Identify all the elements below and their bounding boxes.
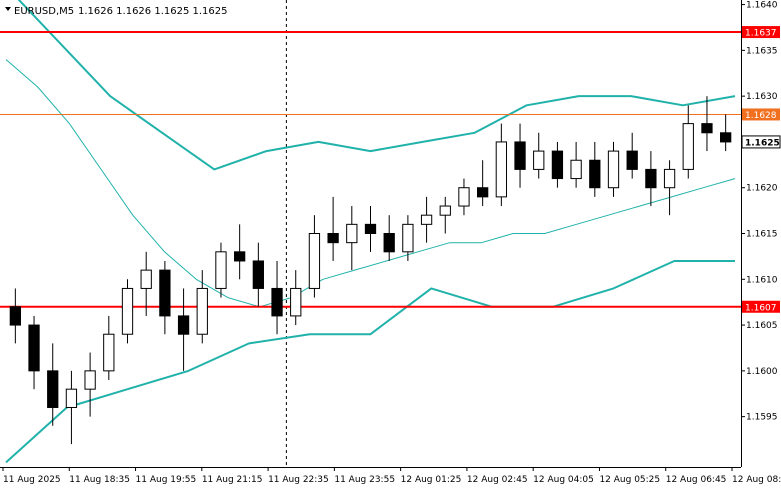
x-tick-label: 12 Aug 05:25 bbox=[599, 475, 660, 485]
y-tick-label: 1.1610 bbox=[746, 275, 778, 285]
candle-body bbox=[402, 223, 414, 253]
candle-body bbox=[65, 388, 78, 408]
candle-body bbox=[9, 306, 21, 326]
symbol-timeframe: EURUSD,M5 bbox=[14, 6, 74, 17]
x-tick-label: 12 Aug 01:25 bbox=[401, 475, 462, 485]
y-tick-label: 1.1615 bbox=[746, 230, 778, 240]
current-price-label: 1.1625 bbox=[745, 138, 780, 148]
candle-body bbox=[346, 223, 358, 244]
caret-down-icon[interactable] bbox=[5, 7, 11, 11]
candle-body bbox=[589, 159, 601, 189]
y-tick-label: 1.1640 bbox=[746, 1, 778, 11]
x-tick-label: 11 Aug 19:55 bbox=[136, 475, 197, 485]
y-tick-label: 1.1620 bbox=[746, 184, 778, 194]
candle-body bbox=[533, 150, 545, 170]
candle-body bbox=[215, 251, 227, 289]
y-tick-label: 1.1605 bbox=[746, 321, 778, 331]
candle-body bbox=[159, 269, 171, 317]
candle-body bbox=[551, 150, 564, 180]
candle-body bbox=[514, 141, 526, 170]
x-tick-label: 11 Aug 23:55 bbox=[334, 475, 395, 485]
price-axis: 1.1640 1.1635 1.1630 1.1620 1.1615 1.1610 1.16… bbox=[741, 1, 781, 423]
x-tick-label: 12 Aug 06:45 bbox=[666, 475, 727, 485]
current-price-tag bbox=[741, 135, 781, 149]
candle-body bbox=[177, 315, 190, 335]
candle-body bbox=[84, 370, 96, 390]
price-level-label: 1.1637 bbox=[745, 29, 777, 39]
candle-body bbox=[439, 205, 451, 216]
candle-body bbox=[121, 287, 134, 335]
price-level-tag bbox=[742, 26, 780, 39]
y-tick-label: 1.1630 bbox=[746, 92, 778, 102]
price-level-tag bbox=[742, 300, 780, 313]
y-tick-label: 1.1595 bbox=[746, 413, 778, 423]
candle-body bbox=[458, 187, 470, 207]
candle-body bbox=[607, 150, 620, 189]
candle-body bbox=[252, 260, 264, 289]
candle-body bbox=[645, 168, 657, 189]
time-axis: 11 Aug 2025 11 Aug 18:35 11 Aug 19:55 11 Au… bbox=[2, 467, 781, 485]
price-level-label: 1.1607 bbox=[745, 303, 777, 313]
price-level-label: 1.1628 bbox=[745, 111, 777, 121]
candle-body bbox=[663, 168, 676, 189]
y-tick-label: 1.1600 bbox=[746, 367, 778, 377]
x-tick-label: 11 Aug 21:15 bbox=[202, 475, 263, 485]
bollinger-lower-line bbox=[5, 260, 735, 464]
candle-body bbox=[271, 287, 283, 317]
candle-body bbox=[234, 251, 246, 262]
moving-average-line bbox=[5, 59, 736, 308]
candle-body bbox=[626, 150, 638, 170]
candle-body bbox=[47, 370, 59, 408]
candles bbox=[9, 96, 732, 445]
bollinger-upper-line bbox=[17, 0, 736, 171]
price-level-tag bbox=[742, 108, 780, 121]
x-tick-label: 11 Aug 22:35 bbox=[268, 475, 329, 485]
x-tick-label: 12 Aug 02:45 bbox=[467, 475, 528, 485]
candle-body bbox=[290, 287, 302, 317]
x-tick-label: 12 Aug 08:05 bbox=[732, 475, 781, 485]
candle-body bbox=[682, 123, 694, 170]
x-tick-label: 11 Aug 18:35 bbox=[69, 475, 130, 485]
candle-body bbox=[495, 141, 507, 198]
y-tick-label: 1.1635 bbox=[746, 46, 778, 56]
indicator-lines bbox=[5, 0, 736, 464]
chart-title: EURUSD,M5 1.1626 1.1626 1.1625 1.1625 bbox=[5, 6, 228, 17]
candle-body bbox=[327, 233, 339, 244]
candle-body bbox=[28, 324, 40, 372]
candle-body bbox=[140, 269, 152, 289]
candle-body bbox=[701, 123, 713, 134]
candle-body bbox=[308, 233, 321, 289]
candle-body bbox=[196, 287, 208, 335]
candle-body bbox=[383, 233, 395, 253]
candle-body bbox=[570, 159, 582, 180]
x-tick-label: 11 Aug 2025 bbox=[3, 475, 61, 485]
candle-body bbox=[420, 214, 433, 225]
candle-body bbox=[720, 132, 732, 143]
horizontal-levels: 1.1637 1.1628 1.1607 bbox=[0, 26, 780, 313]
candle-body bbox=[364, 223, 377, 235]
candle-body bbox=[477, 187, 489, 198]
ohlc-values: 1.1626 1.1626 1.1625 1.1625 bbox=[78, 6, 228, 17]
candle-body bbox=[103, 333, 115, 372]
x-tick-label: 12 Aug 04:05 bbox=[533, 475, 594, 485]
